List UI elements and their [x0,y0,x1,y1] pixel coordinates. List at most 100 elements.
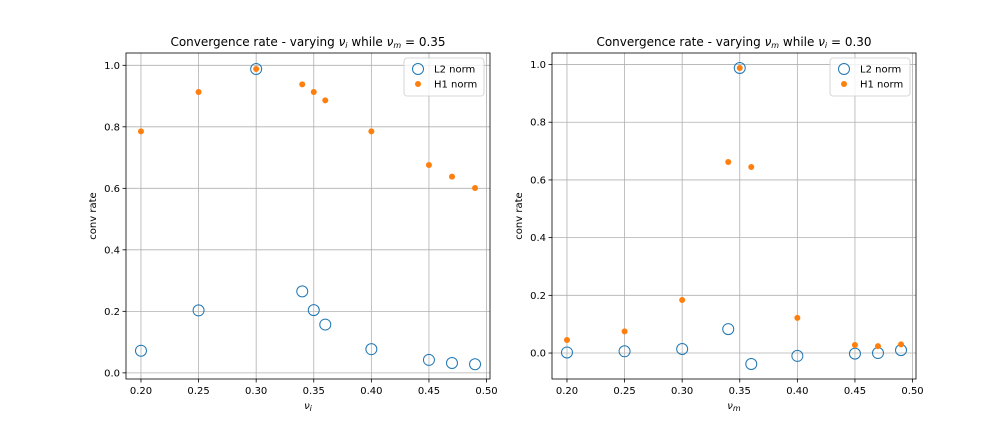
title-part: while [779,35,818,49]
chart-title: Convergence rate - varying νm while νi =… [596,35,871,50]
h1-norm-point [253,65,260,72]
x-axis-label: νi [304,401,313,413]
l2-norm-point [791,349,804,362]
x-tick-label: 0.40 [786,386,808,397]
l2-norm-point [445,357,458,370]
legend-marker-l2 [412,63,424,75]
l2-norm-point [307,304,320,317]
h1-norm-point [621,328,628,335]
l2-norm-point [134,344,147,357]
title-part: i [825,41,828,50]
l2-norm-point [192,304,205,317]
x-tick-label: 0.30 [245,386,267,397]
x-tick-label: 0.45 [418,386,440,397]
l2-norm-point [250,62,263,75]
title-part: Convergence rate - varying [596,35,764,49]
h1-norm-point [794,314,801,321]
legend-marker-h1 [415,81,421,87]
series-h1-norm [137,65,479,192]
h1-norm-point [322,97,329,104]
y-tick-label: 0.4 [104,245,120,256]
title-part: m [393,41,401,50]
l2-norm-point [560,346,573,359]
title-part: ν [818,35,825,49]
l2-norm-point [618,345,631,358]
y-tick-label: 0.4 [530,233,546,244]
title-part: = 0.30 [827,35,871,49]
legend-label: H1 norm [860,80,903,91]
x-axis-label-symbol: ν [727,401,733,412]
x-tick-label: 0.30 [671,386,693,397]
chart-title: Convergence rate - varying νi while νm =… [170,35,445,50]
title-part: i [345,41,348,50]
legend: L2 norm H1 norm [403,57,485,97]
series-l2-norm [134,62,482,371]
l2-norm-point [745,357,758,370]
x-axis-label-subscript: m [733,404,741,413]
y-tick-label: 0.2 [530,291,546,302]
h1-norm-point [368,128,375,135]
x-tick-label: 0.25 [613,386,635,397]
legend: L2 norm H1 norm [829,57,911,97]
y-tick-label: 0.6 [530,175,546,186]
y-axis-label: conv rate [88,192,99,239]
l2-norm-point [676,342,689,355]
h1-norm-point [299,81,306,88]
title-part: m [771,41,779,50]
y-tick-label: 0.0 [104,368,120,379]
right-subplot: 0.20 0.25 0.30 0.35 0.40 0.45 0.50 0.0 0.2 0.4 0.6… [514,35,924,413]
h1-norm-point [448,173,455,180]
l2-norm-point [848,347,861,360]
l2-norm-point [469,358,482,371]
h1-norm-point [851,341,858,348]
y-tick-label: 1.0 [530,60,546,71]
y-tick-label: 0.0 [530,349,546,360]
h1-norm-point [736,65,743,72]
l2-norm-point [733,62,746,75]
title-part: while [348,35,387,49]
x-tick-label: 0.20 [130,386,152,397]
axes-frame [125,52,491,380]
h1-norm-point [563,337,570,344]
title-part: = 0.35 [401,35,445,49]
x-tick-label: 0.50 [475,386,497,397]
x-tick-label: 0.20 [556,386,578,397]
title-part: ν [339,35,346,49]
h1-norm-point [310,89,317,96]
title-part: ν [387,35,394,49]
legend-box [829,57,911,97]
y-tick-label: 1.0 [104,61,120,72]
x-tick-label: 0.45 [844,386,866,397]
y-tick-label: 0.8 [530,118,546,129]
x-tick-label: 0.40 [360,386,382,397]
legend-marker-h1 [841,81,847,87]
legend-label: L2 norm [860,65,901,76]
h1-norm-point [425,161,432,168]
l2-norm-point [319,318,332,331]
h1-norm-point [679,296,686,303]
x-axis-label-symbol: ν [304,401,310,412]
h1-norm-point [472,185,479,192]
x-tick-label: 0.25 [187,386,209,397]
h1-norm-point [748,163,755,170]
title-part: ν [765,35,772,49]
y-tick-label: 0.8 [104,122,120,133]
x-axis-label-subscript: i [310,404,313,413]
x-tick-label: 0.35 [303,386,325,397]
series-h1-norm [563,65,905,350]
l2-norm-point [722,323,735,336]
axes-frame [551,52,917,380]
l2-norm-point [365,343,378,356]
x-tick-label: 0.35 [729,386,751,397]
h1-norm-point [874,343,881,350]
legend-label: H1 norm [434,80,477,91]
legend-label: L2 norm [434,65,475,76]
h1-norm-point [725,159,732,166]
l2-norm-point [296,285,309,298]
h1-norm-point [137,128,144,135]
y-tick-label: 0.2 [104,307,120,318]
left-subplot: 0.20 0.25 0.30 0.35 0.40 0.45 0.50 0.0 0.2 0.4 0.6… [88,35,498,413]
x-tick-label: 0.50 [901,386,923,397]
y-tick-label: 0.6 [104,184,120,195]
l2-norm-point [422,353,435,366]
